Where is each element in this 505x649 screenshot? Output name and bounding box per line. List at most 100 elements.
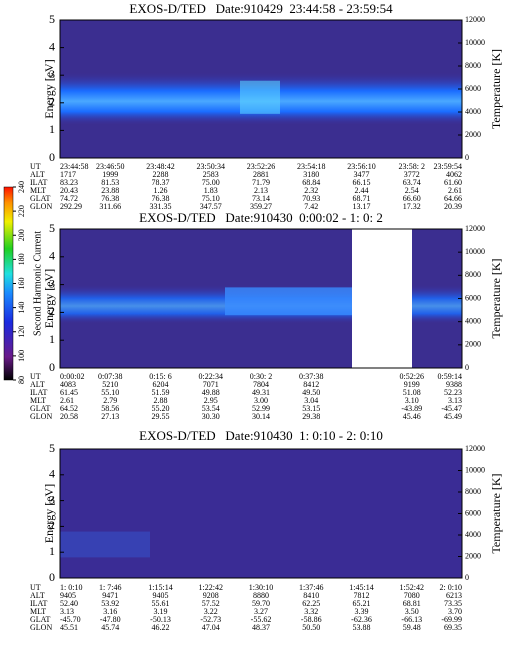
y-tick-label: 1 [49, 122, 55, 136]
colorbar-tick-label: 220 [17, 205, 26, 217]
table-cell: 47.04 [202, 623, 220, 632]
table-cell: 45.51 [60, 623, 78, 632]
table-cell: 59.48 [403, 623, 421, 632]
colorbar-tick-label: 140 [17, 302, 26, 314]
table-cell: 359.27 [250, 202, 272, 211]
table-cell: 27.13 [101, 412, 119, 421]
table-cell: 1.26 [154, 186, 168, 195]
table-cell: 0:59:14 [438, 372, 462, 381]
y2-tick-label: 2000 [465, 340, 481, 349]
table-cell: 17.32 [403, 202, 421, 211]
y-tick-label: 3 [49, 276, 55, 290]
table-cell: 23:44:58 [60, 162, 88, 171]
table-cell: 3.27 [254, 607, 268, 616]
y2-tick-label: 8000 [465, 487, 481, 496]
table-cell: 53.88 [353, 623, 371, 632]
table-cell: 59.70 [252, 599, 270, 608]
table-cell: 4062 [446, 170, 462, 179]
colorbar-tick-label: 200 [17, 229, 26, 241]
table-cell: 64.52 [60, 404, 78, 413]
table-cell: 49.88 [202, 388, 220, 397]
table-cell: 23:59:54 [434, 162, 462, 171]
table-cell: -43.89 [401, 404, 422, 413]
panel-title: EXOS-D/TED Date:910430 1: 0:10 - 2: 0:10 [139, 428, 383, 443]
table-cell: 75.00 [202, 178, 220, 187]
table-cell: 8412 [303, 380, 319, 389]
table-cell: 29.55 [152, 412, 170, 421]
data-gap [352, 229, 412, 368]
table-cell: 3.10 [405, 396, 419, 405]
y2-tick-label: 0 [465, 153, 469, 162]
table-cell: 49.31 [252, 388, 270, 397]
table-cell: -52.73 [200, 615, 221, 624]
table-cell: 1:22:42 [199, 583, 223, 592]
table-cell: 23:58: 2 [399, 162, 425, 171]
table-cell: 49.50 [302, 388, 320, 397]
table-cell: 30.14 [252, 412, 270, 421]
y2-tick-label: 0 [465, 573, 469, 582]
table-cell: -45.70 [60, 615, 81, 624]
table-cell: 2.88 [154, 396, 168, 405]
panel-title: EXOS-D/TED Date:910429 23:44:58 - 23:59:… [129, 1, 393, 16]
table-cell: 23:52:26 [247, 162, 275, 171]
table-cell: 2.79 [103, 396, 117, 405]
table-cell: 7.42 [304, 202, 318, 211]
table-cell: 9388 [446, 380, 462, 389]
table-cell: 63.74 [403, 178, 421, 187]
table-cell: 1: 0:10 [60, 583, 82, 592]
y-tick-label: 0 [49, 150, 55, 164]
table-cell: 311.66 [99, 202, 121, 211]
table-cell: 23:46:50 [96, 162, 124, 171]
table-cell: 9405 [60, 591, 76, 600]
spectrogram-band [60, 531, 150, 558]
table-cell: 6213 [446, 591, 462, 600]
table-cell: 1:52:42 [400, 583, 424, 592]
table-cell: 20.58 [60, 412, 78, 421]
colorbar-tick-label: 100 [17, 350, 26, 362]
table-cell: 331.35 [150, 202, 172, 211]
table-cell: 3.39 [355, 607, 369, 616]
table-cell: 53.92 [101, 599, 119, 608]
table-cell: 61.60 [444, 178, 462, 187]
table-cell: 1999 [102, 170, 118, 179]
y2-tick-label: 10000 [465, 465, 485, 474]
table-cell: 3.50 [405, 607, 419, 616]
table-cell: 53.54 [202, 404, 220, 413]
table-cell: -45.47 [441, 404, 462, 413]
table-cell: 2.95 [204, 396, 218, 405]
table-cell: 2.44 [355, 186, 369, 195]
table-cell: -55.62 [251, 615, 272, 624]
table-cell: 3772 [404, 170, 420, 179]
table-cell: 0:15: 6 [149, 372, 171, 381]
row-label: GLAT [30, 615, 51, 624]
table-cell: 0:52:26 [400, 372, 424, 381]
table-cell: 3.04 [304, 396, 318, 405]
table-cell: 45.49 [444, 412, 462, 421]
y2-tick-label: 12000 [465, 224, 485, 233]
table-cell: 52.99 [252, 404, 270, 413]
table-cell: 66.15 [353, 178, 371, 187]
table-cell: 30.30 [202, 412, 220, 421]
table-cell: 2288 [153, 170, 169, 179]
row-label: ILAT [30, 178, 47, 187]
table-cell: 55.61 [152, 599, 170, 608]
y2-tick-label: 2000 [465, 551, 481, 560]
row-label: UT [30, 162, 41, 171]
y-tick-label: 4 [49, 467, 55, 481]
table-cell: 76.38 [101, 194, 119, 203]
y-axis-label: Energy [eV] [42, 269, 56, 328]
table-cell: 62.25 [302, 599, 320, 608]
table-cell: 5210 [102, 380, 118, 389]
y-tick-label: 4 [49, 249, 55, 263]
colorbar-tick-label: 240 [17, 181, 26, 193]
table-cell: 74.72 [60, 194, 78, 203]
table-cell: 3.13 [60, 607, 74, 616]
table-cell: 3477 [354, 170, 370, 179]
table-cell: 51.08 [403, 388, 421, 397]
table-cell: 73.14 [252, 194, 270, 203]
table-cell: 0:37:38 [299, 372, 323, 381]
table-cell: 3.13 [448, 396, 462, 405]
row-label: GLON [30, 202, 52, 211]
colorbar-tick-label: 80 [17, 376, 26, 384]
